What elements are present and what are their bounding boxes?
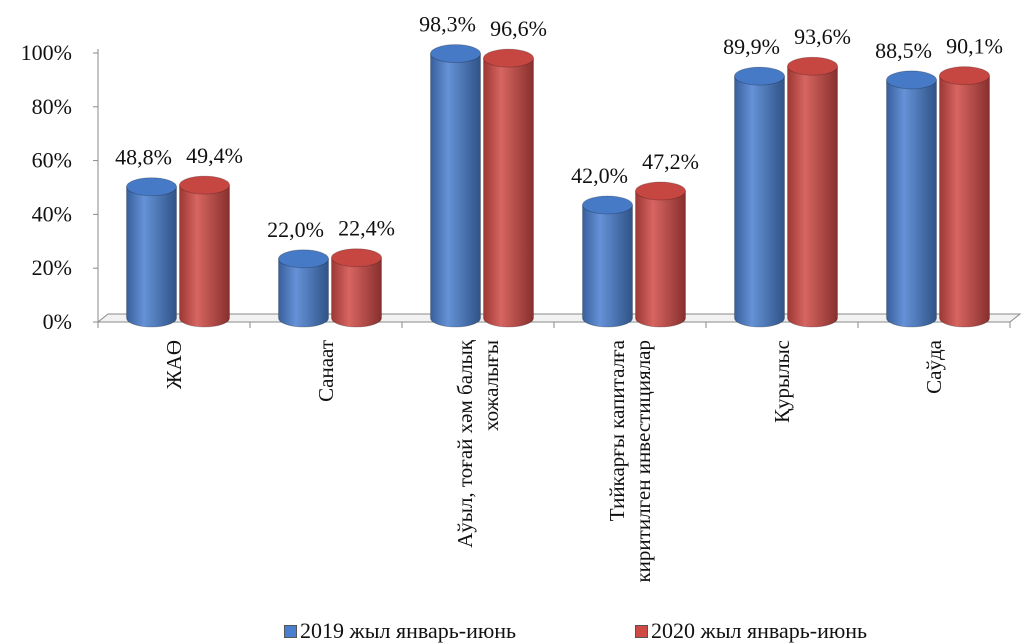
chart-data-labels: 48,8% 49,4% 22,0% 22,4% 98,3% 96,6% 42,0% 47,2%… (115, 12, 1003, 242)
data-label: 96,6% (490, 16, 547, 41)
bar-top (887, 71, 937, 89)
x-tick-label-line: хожалығы (479, 340, 503, 431)
x-tick-label: Тийкарғы капиталға киритилген инвестициял… (605, 339, 655, 582)
data-label: 93,6% (794, 24, 851, 49)
x-tick-label: Аўыл, тоғай хәм балық хожалығы (453, 339, 503, 548)
y-tick-label: 0% (43, 309, 72, 334)
bar (735, 67, 785, 327)
x-tick-label-line: Саўда (922, 339, 946, 394)
data-label: 98,3% (419, 12, 476, 37)
y-tick-label: 40% (32, 201, 72, 226)
bar-top (940, 67, 990, 85)
legend-item-2020: 2020 жыл январь-июнь (635, 618, 867, 644)
bar-body (636, 191, 686, 327)
bar-body (332, 258, 382, 327)
data-label: 22,0% (267, 217, 324, 242)
x-tick-label-line: ЖАӨ (162, 340, 186, 389)
chart-bars (127, 45, 990, 327)
x-tick-label-line: Санаат (314, 340, 338, 402)
bar (279, 250, 329, 327)
x-tick-label: Қурылыс (770, 340, 794, 423)
y-tick-label: 100% (21, 40, 72, 65)
data-label: 48,8% (115, 145, 172, 170)
bar-top (636, 182, 686, 200)
legend-swatch-2020 (635, 625, 648, 638)
bar (636, 182, 686, 327)
bar-top (279, 250, 329, 268)
x-tick-label-line: киритилген инвестициялар (631, 340, 655, 583)
bar-body (788, 66, 838, 327)
x-tick-label: Санаат (314, 340, 338, 402)
bar-body (127, 187, 177, 327)
legend-swatch-2019 (284, 625, 297, 638)
y-tick-label: 20% (32, 255, 72, 280)
chart-category-labels: ЖАӨ Санаат Аўыл, тоғай хәм балық хожалығы Ти… (162, 339, 946, 582)
x-tick-label: Саўда (922, 339, 946, 394)
y-tick-label: 80% (32, 94, 72, 119)
data-label: 89,9% (723, 34, 780, 59)
bar-top (583, 196, 633, 214)
data-label: 90,1% (946, 34, 1003, 59)
data-label: 49,4% (186, 143, 243, 168)
data-label: 42,0% (571, 163, 628, 188)
x-tick-label-line: Қурылыс (770, 340, 794, 423)
data-label: 22,4% (338, 216, 395, 241)
legend-item-2019: 2019 жыл январь-июнь (284, 618, 516, 644)
bar-top (180, 176, 230, 194)
bar-top (431, 45, 481, 63)
x-tick-label: ЖАӨ (162, 340, 186, 389)
bar-body (940, 76, 990, 327)
bar-body (279, 259, 329, 327)
x-tick-label-line: Аўыл, тоғай хәм балық (453, 339, 477, 548)
bar-top (332, 249, 382, 267)
bar-body (484, 58, 534, 327)
bar-body (735, 76, 785, 327)
y-tick-label: 60% (32, 148, 72, 173)
bar (180, 176, 230, 327)
chart-floor (98, 314, 1020, 322)
x-tick-label-line: Тийкарғы капиталға (605, 339, 629, 521)
legend-label-2019: 2019 жыл январь-июнь (300, 618, 516, 644)
bar-top (127, 178, 177, 196)
chart-legend: 2019 жыл январь-июнь 2020 жыл январь-июн… (0, 618, 1025, 643)
bar (484, 49, 534, 327)
legend-label-2020: 2020 жыл январь-июнь (651, 618, 867, 644)
bar (887, 71, 937, 327)
bar (940, 67, 990, 327)
bar-top (788, 57, 838, 75)
bar (431, 45, 481, 327)
bar (583, 196, 633, 327)
bar (127, 178, 177, 327)
chart-floor-plane (98, 314, 1020, 322)
bar-body (887, 80, 937, 327)
bar (332, 249, 382, 327)
bar (788, 57, 838, 327)
data-label: 88,5% (875, 38, 932, 63)
data-label: 47,2% (642, 149, 699, 174)
bar-body (180, 185, 230, 327)
bar-body (431, 54, 481, 327)
bar-top (735, 67, 785, 85)
bar-body (583, 205, 633, 327)
bar-top (484, 49, 534, 67)
